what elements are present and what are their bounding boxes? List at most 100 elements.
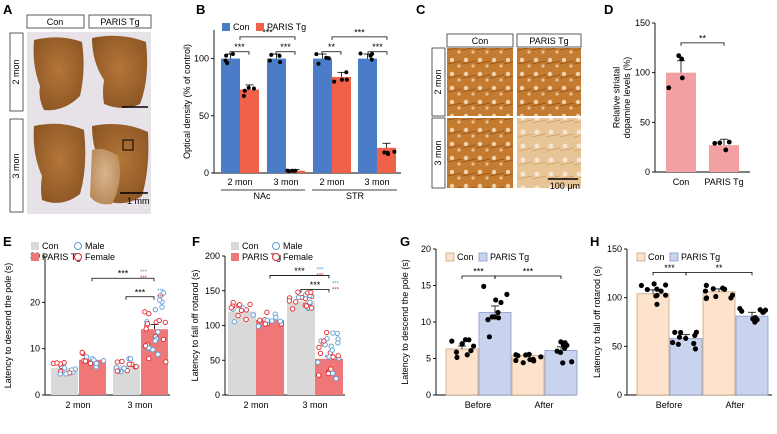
data-point (308, 305, 315, 311)
data-point (277, 318, 283, 324)
x-tick-label: 3 mon (127, 400, 152, 410)
y-axis-label: Latency to descend the pole (s) (3, 263, 13, 389)
data-point (676, 53, 682, 59)
data-point (702, 288, 709, 294)
data-point (677, 329, 684, 336)
panel-letter: B (196, 2, 205, 17)
panel-d-chart: D 0 50 100 150 Relative striataldopamine leve… (604, 2, 750, 187)
row-box (9, 32, 24, 112)
y-tick-label: 0 (617, 390, 622, 400)
data-point (100, 358, 107, 364)
data-point (243, 316, 249, 322)
legend-swatch (636, 252, 646, 262)
data-point (231, 319, 237, 325)
header-box (446, 33, 514, 48)
data-point (160, 336, 167, 343)
column-label-con: Con (47, 17, 64, 27)
significance-label-female: *** (332, 287, 340, 293)
data-point (464, 352, 470, 358)
significance-bracket (269, 275, 330, 279)
legend-label: Female (283, 252, 313, 262)
data-point (127, 356, 134, 362)
data-point (114, 368, 120, 374)
bar (377, 147, 396, 173)
column-label-paris-tg: PARIS Tg (529, 36, 568, 46)
x-tick-label: 2 mon (65, 400, 90, 410)
data-point (152, 338, 158, 344)
data-point (449, 338, 455, 344)
significance-bracket (494, 275, 562, 280)
bar (358, 58, 377, 173)
y-axis-label: Latency to descend the pole (s) (400, 259, 410, 385)
y-tick-label: 100 (607, 293, 622, 303)
panel-letter: E (3, 234, 12, 249)
data-point (513, 352, 519, 358)
data-point (392, 149, 397, 154)
data-point (317, 350, 324, 357)
data-point (61, 365, 68, 371)
panel-letter-c: C (416, 2, 426, 17)
data-point (238, 307, 245, 314)
data-point (247, 301, 253, 308)
data-point (339, 77, 344, 82)
panel-f-chart: F 0 50 100 150 200 Latency to fall off rotarod… (190, 234, 345, 410)
data-point (332, 79, 337, 84)
data-point (267, 58, 272, 63)
data-point (126, 361, 132, 367)
significance-label-male: *** (140, 270, 148, 276)
data-point (504, 291, 510, 297)
data-point (672, 329, 678, 335)
y-axis-label: Latency to fall off rotarod (s) (190, 270, 200, 382)
data-point (703, 295, 709, 302)
panel-g-chart: G 0 5 10 15 20 Latency to descend the pole (s)… (400, 234, 578, 410)
data-point (316, 372, 322, 378)
scale-bar-label: 100 μm (550, 181, 580, 191)
y-tick-label: 20 (30, 297, 40, 307)
data-point (324, 329, 330, 336)
data-point (269, 52, 274, 57)
significance-label-female: *** (317, 273, 325, 279)
data-point (670, 339, 676, 346)
data-point (333, 375, 339, 382)
legend-label: PARIS Tg (42, 252, 81, 262)
bar (267, 58, 286, 173)
data-point (155, 329, 161, 335)
data-point (144, 320, 151, 327)
legend-label: Con (457, 252, 474, 262)
legend-swatch (445, 252, 455, 262)
data-point (246, 85, 251, 90)
legend-label: Male (85, 241, 105, 251)
x-tick-label: 2 mon (243, 400, 268, 410)
data-point (79, 349, 85, 356)
panel-letter-a: A (3, 2, 13, 17)
column-label-paris-tg: PARIS Tg (100, 17, 139, 27)
data-point (454, 354, 460, 360)
panel-letter: D (604, 2, 613, 17)
data-point (328, 366, 334, 372)
data-point (692, 332, 698, 339)
data-point (468, 348, 474, 354)
significance-label-male: *** (332, 281, 340, 287)
data-point (663, 292, 669, 298)
significance-bracket (125, 296, 155, 300)
significance-bracket (367, 51, 388, 55)
data-point (462, 337, 469, 343)
significance-label: *** (118, 269, 129, 279)
significance-label-female: *** (157, 295, 165, 301)
row-label-3mon: 3 mon (11, 153, 21, 178)
data-point (330, 330, 336, 336)
data-point (278, 60, 283, 65)
legend-marker (74, 242, 82, 250)
significance-label: *** (135, 287, 146, 297)
y-tick-label: 0 (204, 168, 209, 178)
x-tick-label: After (725, 400, 744, 410)
y-tick-label: 0 (645, 167, 650, 177)
x-tick-label: PARIS Tg (704, 177, 743, 187)
data-point (654, 301, 660, 307)
legend-marker (272, 253, 280, 261)
significance-bracket (685, 271, 753, 276)
data-point (717, 140, 723, 146)
data-point (386, 152, 391, 157)
legend-marker (272, 242, 280, 250)
